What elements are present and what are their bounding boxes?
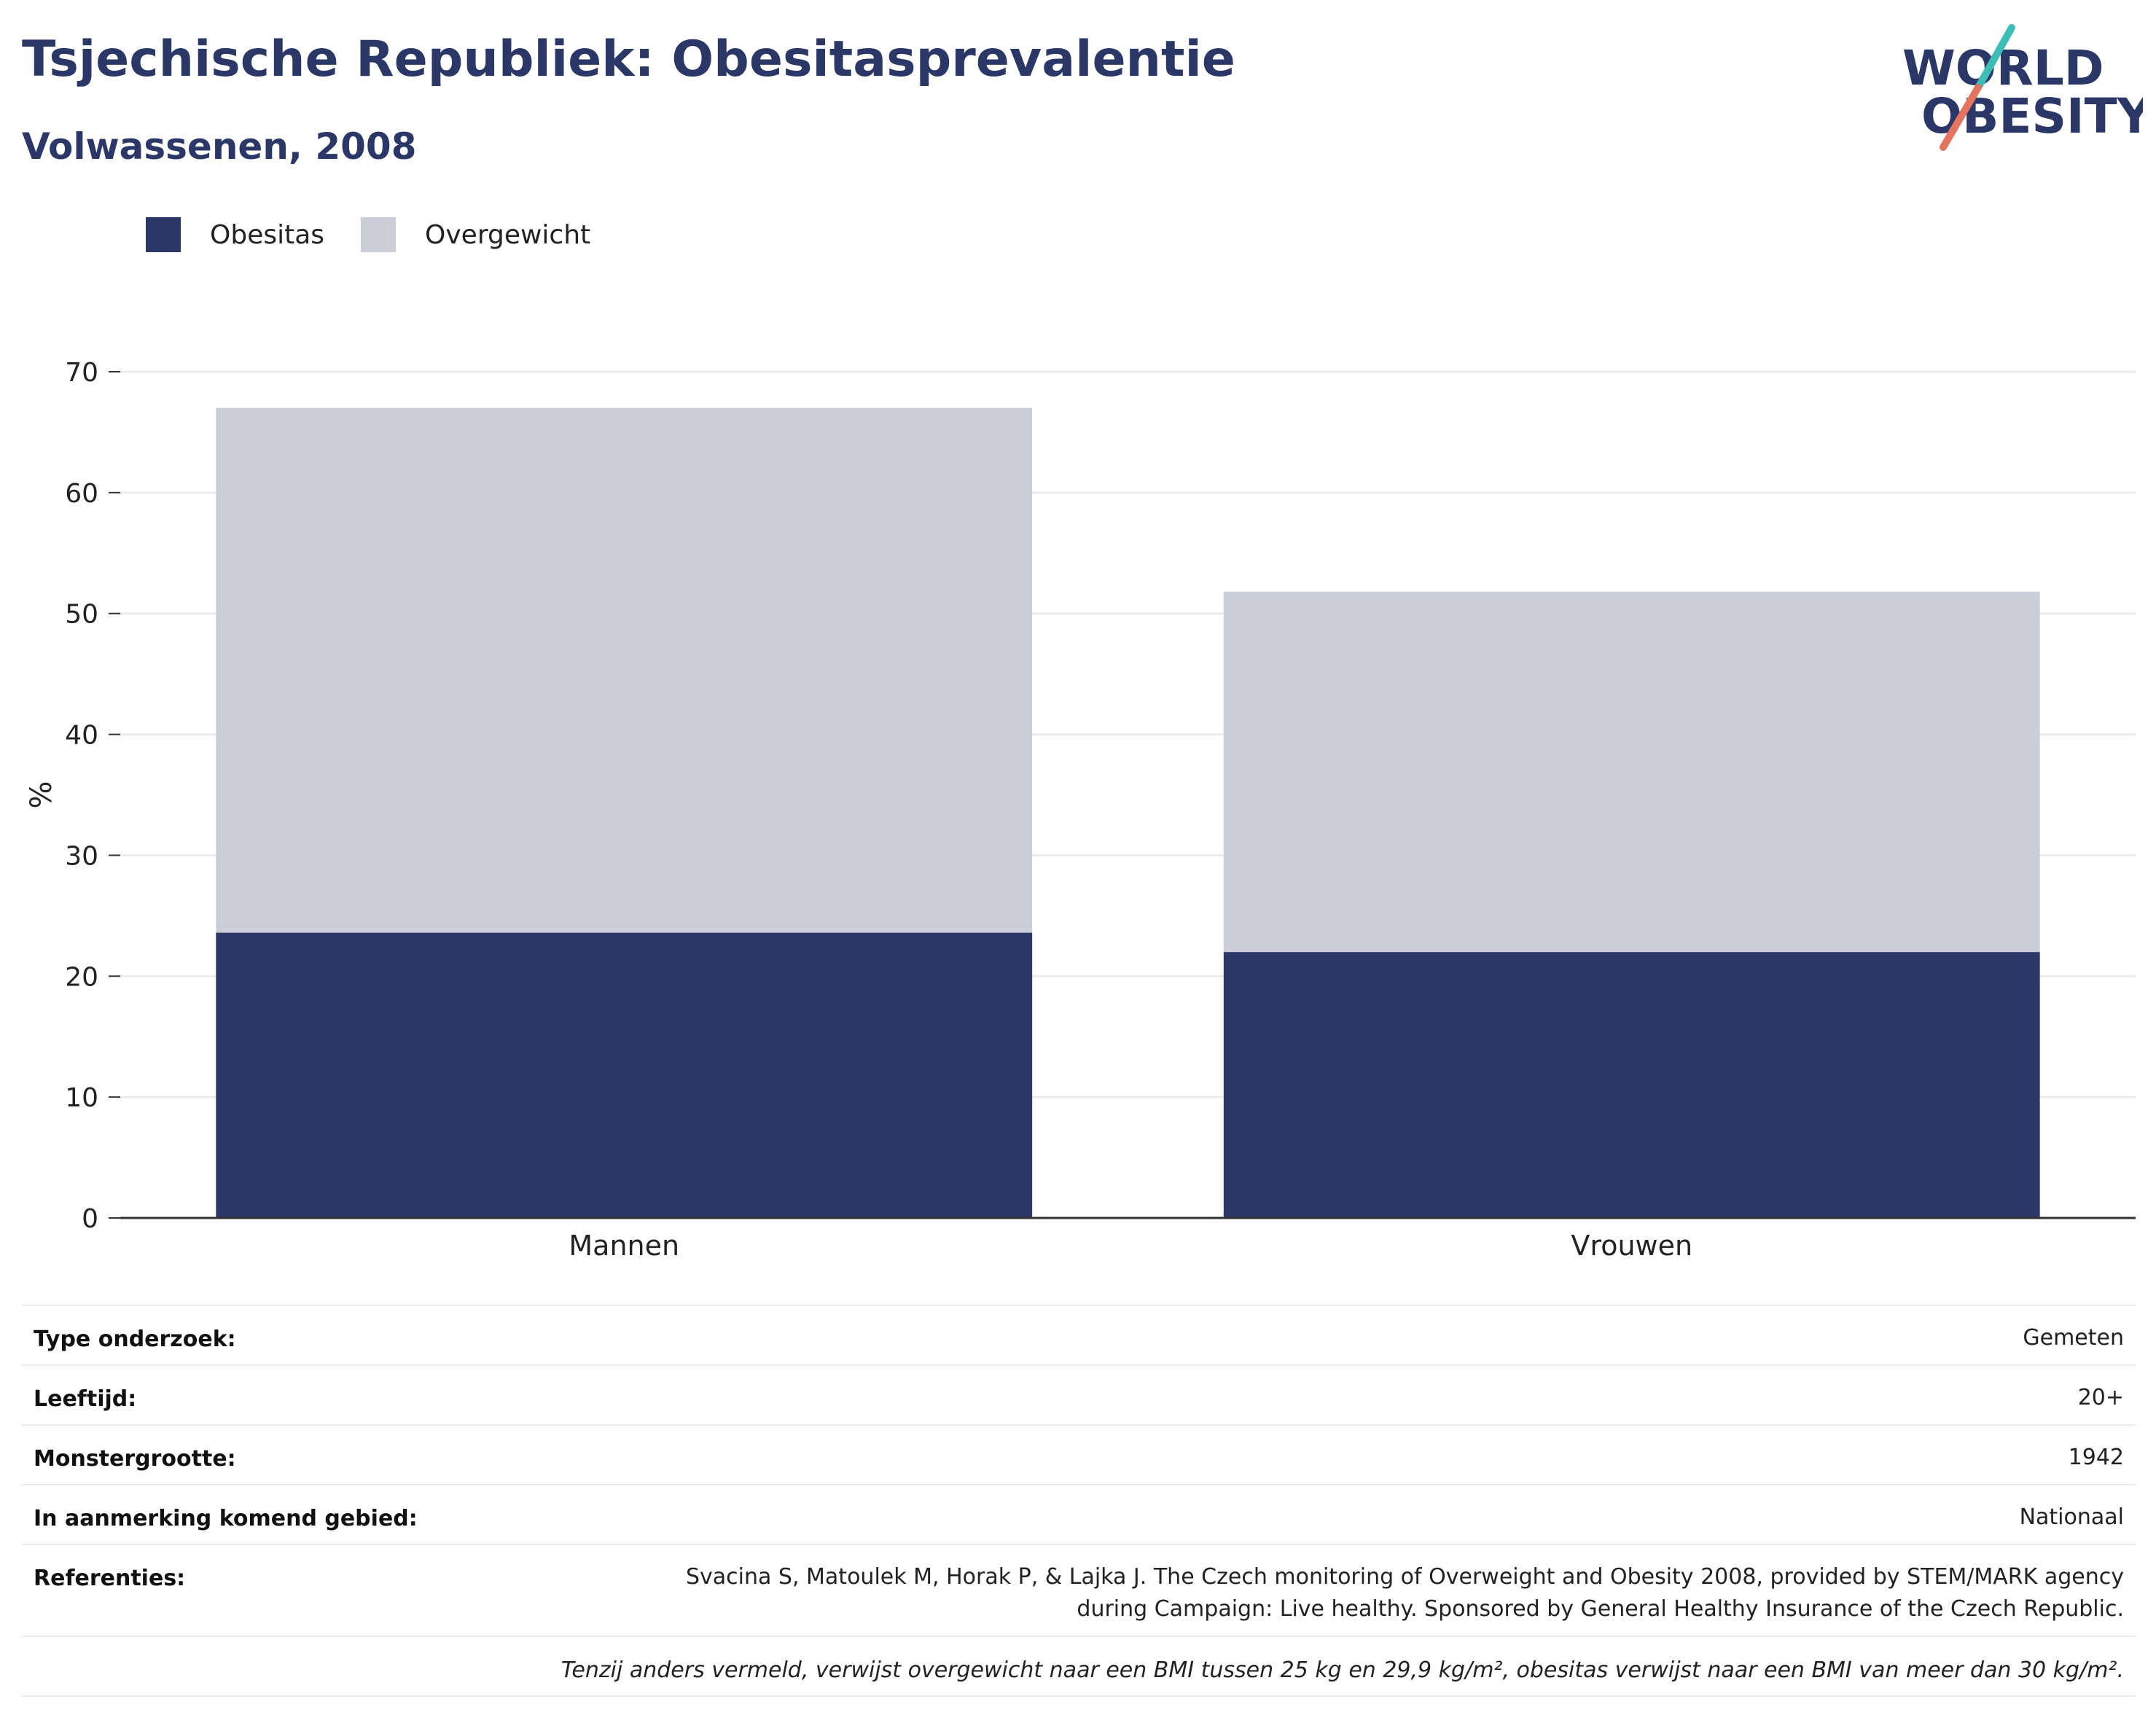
- references-label: Referenties:: [34, 1566, 186, 1591]
- metadata-row: In aanmerking komend gebied: Nationaal: [22, 1484, 2136, 1544]
- metadata-row: Leeftijd: 20+: [22, 1364, 2136, 1424]
- page-subtitle: Volwassenen, 2008: [22, 125, 417, 168]
- metadata-label: Leeftijd:: [34, 1386, 137, 1412]
- metadata-value: Gemeten: [2023, 1325, 2124, 1351]
- stacked-bar-chart: 0 10 20 30 40 50 60 70 Mannen Vrouwen%: [25, 358, 2136, 1262]
- legend-label-overgewicht: Overgewicht: [425, 219, 591, 250]
- chart-legend: Obesitas Overgewicht: [146, 217, 627, 252]
- legend-label-obesitas: Obesitas: [210, 219, 325, 250]
- y-tick-label: 10: [65, 1083, 98, 1113]
- metadata-value: 20+: [2077, 1385, 2124, 1410]
- axes: 0 10 20 30 40 50 60 70 Mannen Vrouwen%: [25, 358, 2136, 1262]
- bar-vrouwen-obesitas: [1223, 952, 2040, 1218]
- y-tick-label: 40: [65, 721, 98, 751]
- y-tick-label: 50: [65, 600, 98, 630]
- bar-mannen-overgewicht: [216, 407, 1033, 933]
- page-title: Tsjechische Republiek: Obesitasprevalent…: [22, 31, 1235, 88]
- y-tick-label: 0: [82, 1204, 98, 1234]
- metadata-label: Type onderzoek:: [34, 1327, 236, 1352]
- world-obesity-logo: WORLD OBESITY: [1895, 22, 2153, 153]
- legend-swatch-overgewicht: [361, 217, 397, 252]
- references-line-1: Svacina S, Matoulek M, Horak P, & Lajka …: [685, 1564, 2124, 1590]
- x-tick-label-vrouwen: Vrouwen: [1571, 1230, 1692, 1262]
- y-axis-label: %: [25, 781, 58, 808]
- legend-item-overgewicht: Overgewicht: [361, 217, 590, 252]
- metadata-value: Nationaal: [2019, 1504, 2124, 1530]
- metadata-row-references: Referenties: Svacina S, Matoulek M, Hora…: [22, 1544, 2136, 1636]
- y-tick-label: 60: [65, 479, 98, 509]
- logo-line2: OBESITY: [1921, 88, 2143, 144]
- survey-metadata: Type onderzoek: Gemeten Leeftijd: 20+ Monste…: [22, 1305, 2136, 1697]
- metadata-label: Monstergrootte:: [34, 1446, 236, 1472]
- x-tick-label-mannen: Mannen: [569, 1230, 679, 1262]
- y-tick-label: 70: [65, 358, 98, 388]
- logo-slash-bottom: [1940, 84, 1982, 151]
- y-tick-label: 30: [65, 841, 98, 871]
- legend-item-obesitas: Obesitas: [146, 217, 324, 252]
- logo-slash-top: [1975, 24, 2015, 91]
- references-value: Svacina S, Matoulek M, Horak P, & Lajka …: [686, 1561, 2124, 1625]
- metadata-value: 1942: [2068, 1445, 2124, 1470]
- metadata-bottom-border: [22, 1695, 2136, 1697]
- metadata-row: Monstergrootte: 1942: [22, 1424, 2136, 1484]
- metadata-rows: Type onderzoek: Gemeten Leeftijd: 20+ Monste…: [22, 1305, 2136, 1544]
- bar-mannen-obesitas: [216, 932, 1033, 1218]
- bars: [216, 407, 2040, 1218]
- metadata-label: In aanmerking komend gebied:: [34, 1506, 418, 1531]
- references-line-2: during Campaign: Live healthy. Sponsored…: [1077, 1596, 2124, 1622]
- metadata-row-note: Tenzij anders vermeld, verwijst overgewi…: [22, 1636, 2136, 1695]
- legend-swatch-obesitas: [146, 217, 181, 252]
- bar-vrouwen-overgewicht: [1223, 591, 2040, 953]
- bmi-definition-note: Tenzij anders vermeld, verwijst overgewi…: [561, 1657, 2124, 1683]
- y-tick-label: 20: [65, 962, 98, 992]
- metadata-row: Type onderzoek: Gemeten: [22, 1305, 2136, 1364]
